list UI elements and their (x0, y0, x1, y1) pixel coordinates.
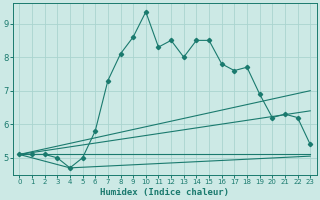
X-axis label: Humidex (Indice chaleur): Humidex (Indice chaleur) (100, 188, 229, 197)
